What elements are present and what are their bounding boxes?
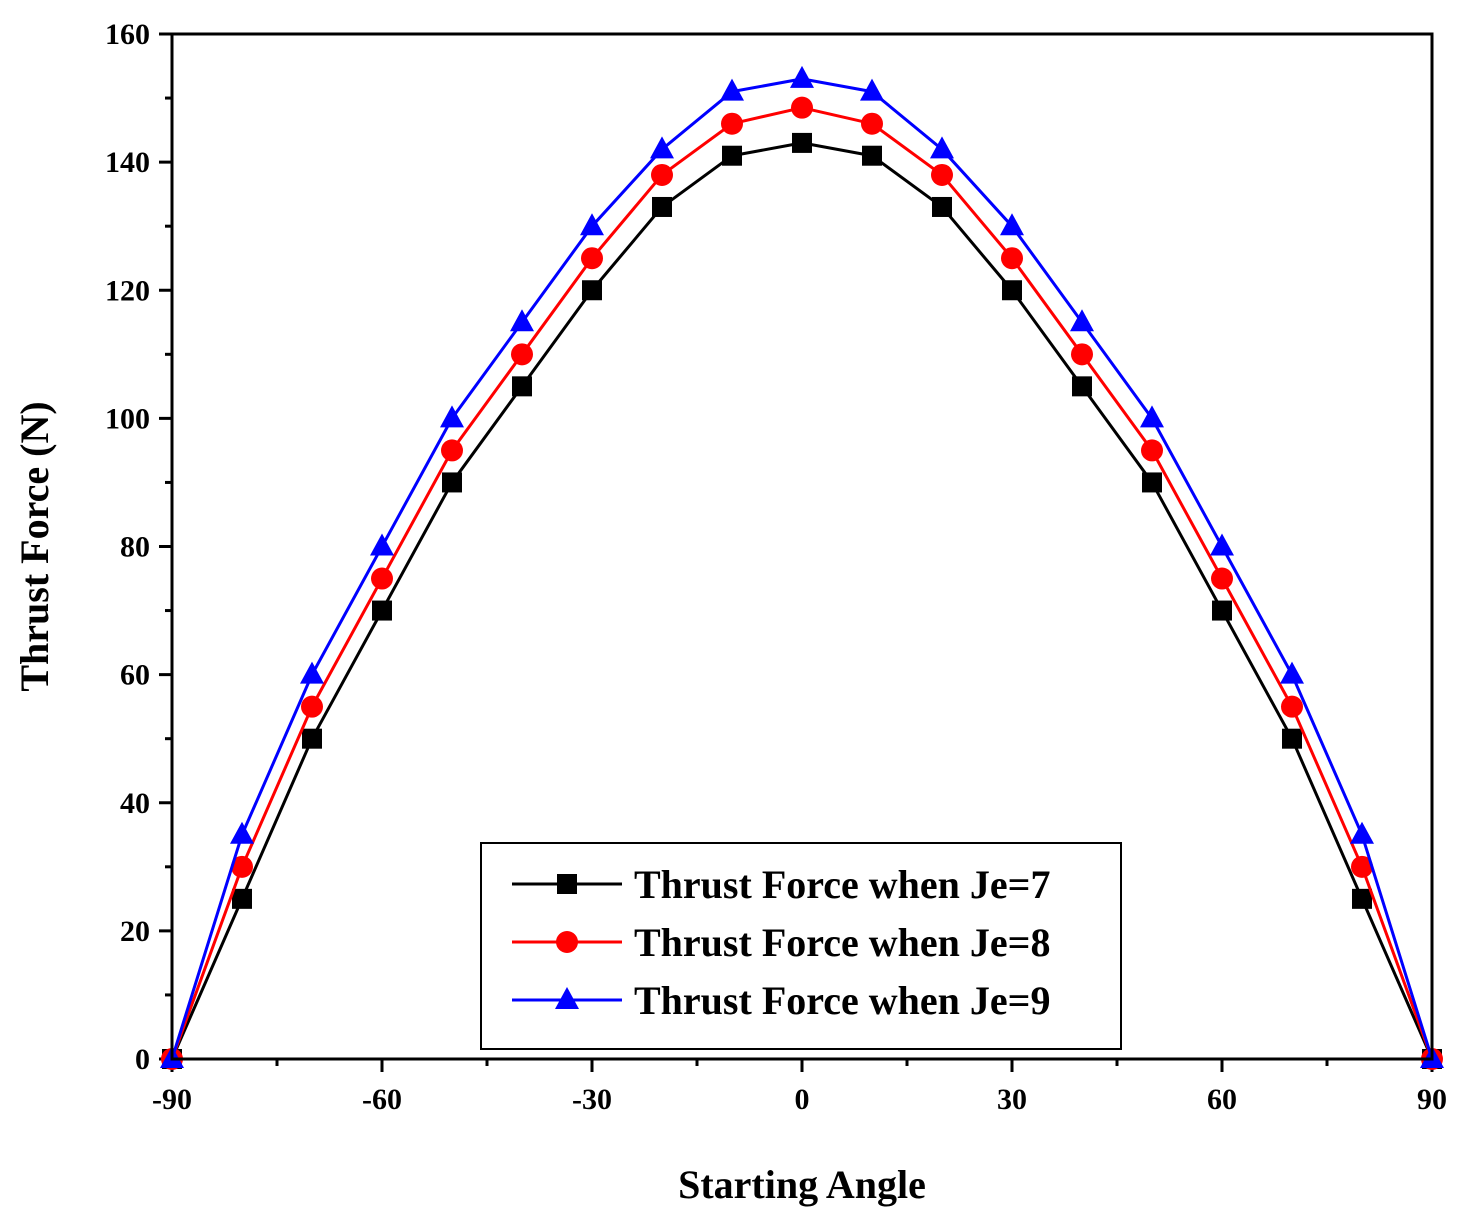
y-tick-label: 40 — [120, 787, 150, 820]
y-tick-label: 120 — [105, 274, 150, 307]
data-point — [1001, 247, 1023, 270]
data-point — [511, 343, 533, 366]
legend-label: Thrust Force when Je=9 — [634, 978, 1050, 1023]
x-tick-label: 90 — [1417, 1083, 1447, 1116]
x-tick-label: 30 — [997, 1083, 1027, 1116]
data-point — [652, 196, 672, 217]
x-axis-title: Starting Angle — [678, 1162, 926, 1207]
data-point — [1000, 213, 1024, 236]
legend-marker — [555, 987, 579, 1009]
data-point — [931, 163, 953, 186]
series-2 — [161, 96, 1443, 1070]
data-point — [1142, 472, 1162, 493]
series-3 — [160, 65, 1444, 1068]
data-point — [722, 145, 742, 166]
data-point — [651, 163, 673, 186]
x-tick-label: -90 — [152, 1083, 192, 1116]
data-point — [1352, 888, 1372, 909]
legend-item: Thrust Force when Je=9 — [512, 978, 1050, 1023]
data-point — [1280, 661, 1304, 684]
data-point — [1351, 855, 1373, 878]
x-tick-label: -30 — [572, 1083, 612, 1116]
legend-label: Thrust Force when Je=8 — [634, 920, 1050, 965]
data-point — [582, 280, 602, 301]
data-point — [302, 728, 322, 749]
data-point — [1072, 376, 1092, 397]
legend-marker — [557, 874, 577, 894]
data-point — [440, 405, 464, 428]
data-point — [860, 78, 884, 101]
data-point — [301, 695, 323, 718]
data-point — [1350, 821, 1374, 844]
data-point — [512, 376, 532, 397]
legend-item: Thrust Force when Je=8 — [512, 920, 1050, 965]
data-point — [932, 196, 952, 217]
legend-label: Thrust Force when Je=7 — [634, 862, 1050, 907]
data-point — [720, 78, 744, 101]
data-point — [230, 821, 254, 844]
y-tick-label: 140 — [105, 146, 150, 179]
plot-border — [170, 32, 1434, 1061]
data-point — [300, 661, 324, 684]
data-point — [862, 145, 882, 166]
data-point — [232, 888, 252, 909]
x-tick-label: 0 — [795, 1083, 810, 1116]
y-tick-label: 80 — [120, 531, 150, 564]
y-axis-title: Thrust Force (N) — [12, 401, 57, 691]
data-point — [1071, 343, 1093, 366]
data-point — [441, 439, 463, 462]
data-point — [1140, 405, 1164, 428]
legend-box — [480, 842, 1122, 1050]
data-point — [231, 855, 253, 878]
y-tick-label: 20 — [120, 915, 150, 948]
legend-item: Thrust Force when Je=7 — [512, 862, 1050, 907]
data-point — [721, 112, 743, 135]
data-point — [1281, 695, 1303, 718]
data-point — [792, 132, 812, 153]
y-tick-label: 0 — [135, 1043, 150, 1076]
data-point — [930, 136, 954, 159]
data-point — [1210, 533, 1234, 556]
legend-marker — [556, 931, 578, 953]
y-tick-label: 60 — [120, 659, 150, 692]
x-tick-label: 60 — [1207, 1083, 1237, 1116]
data-point — [790, 65, 814, 88]
data-point — [1212, 600, 1232, 621]
data-point — [1002, 280, 1022, 301]
data-point — [372, 600, 392, 621]
data-point — [510, 309, 534, 332]
data-point — [370, 533, 394, 556]
data-point — [371, 567, 393, 590]
data-point — [580, 213, 604, 236]
data-point — [1282, 728, 1302, 749]
x-tick-label: -60 — [362, 1083, 402, 1116]
y-tick-label: 160 — [105, 18, 150, 51]
data-point — [791, 96, 813, 119]
data-point — [650, 136, 674, 159]
data-point — [1211, 567, 1233, 590]
data-point — [1070, 309, 1094, 332]
data-point — [442, 472, 462, 493]
legend: Thrust Force when Je=7 Thrust Force when … — [480, 842, 1122, 1050]
data-point — [1141, 439, 1163, 462]
y-tick-label: 100 — [105, 402, 150, 435]
series-layer — [160, 65, 1444, 1070]
data-point — [581, 247, 603, 270]
plot-frame — [170, 32, 1434, 1061]
data-point — [861, 112, 883, 135]
